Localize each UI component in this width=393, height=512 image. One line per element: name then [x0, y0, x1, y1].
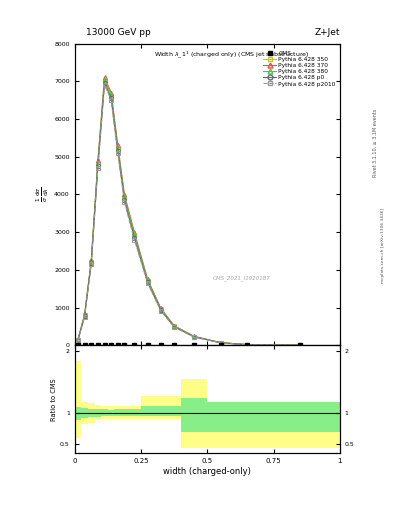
Line: Pythia 6.428 p0: Pythia 6.428 p0: [76, 81, 302, 347]
Pythia 6.428 350: [172, 324, 176, 330]
Pythia 6.428 p0: [298, 342, 303, 348]
Pythia 6.428 370: [145, 276, 150, 283]
Pythia 6.428 p0: [245, 342, 250, 348]
Pythia 6.428 p0: [116, 148, 120, 154]
Pythia 6.428 350: [116, 146, 120, 152]
Pythia 6.428 p2010: [132, 237, 137, 243]
Pythia 6.428 380: [145, 278, 150, 284]
Pythia 6.428 p0: [109, 95, 114, 101]
Pythia 6.428 370: [218, 339, 223, 346]
Pythia 6.428 380: [122, 193, 127, 199]
Pythia 6.428 380: [298, 342, 303, 348]
Pythia 6.428 380: [116, 144, 120, 151]
Pythia 6.428 350: [192, 334, 196, 340]
Pythia 6.428 350: [245, 342, 250, 348]
Pythia 6.428 370: [298, 342, 303, 348]
Pythia 6.428 370: [132, 229, 137, 235]
Pythia 6.428 370: [89, 258, 94, 264]
Pythia 6.428 p2010: [192, 334, 196, 340]
Pythia 6.428 p0: [75, 337, 80, 343]
Pythia 6.428 p0: [192, 334, 196, 340]
Pythia 6.428 p2010: [102, 82, 107, 88]
Pythia 6.428 p0: [82, 313, 87, 319]
Line: Pythia 6.428 380: Pythia 6.428 380: [76, 77, 302, 347]
Pythia 6.428 370: [122, 191, 127, 198]
Pythia 6.428 p0: [218, 339, 223, 346]
Pythia 6.428 370: [116, 142, 120, 148]
Pythia 6.428 380: [89, 258, 94, 264]
Pythia 6.428 p2010: [245, 342, 250, 348]
Pythia 6.428 p0: [89, 260, 94, 266]
Pythia 6.428 p0: [95, 163, 100, 169]
Pythia 6.428 350: [75, 336, 80, 343]
Pythia 6.428 p2010: [122, 199, 127, 205]
Pythia 6.428 350: [158, 306, 163, 312]
Pythia 6.428 p0: [145, 279, 150, 285]
Y-axis label: Ratio to CMS: Ratio to CMS: [51, 378, 57, 420]
Text: mcplots.cern.ch [arXiv:1306.3436]: mcplots.cern.ch [arXiv:1306.3436]: [381, 208, 385, 283]
X-axis label: width (charged-only): width (charged-only): [163, 467, 251, 476]
Pythia 6.428 380: [102, 76, 107, 82]
Pythia 6.428 370: [109, 90, 114, 96]
Pythia 6.428 350: [102, 78, 107, 84]
Pythia 6.428 370: [245, 342, 250, 348]
Pythia 6.428 p2010: [89, 261, 94, 267]
Pythia 6.428 380: [95, 159, 100, 165]
Pythia 6.428 350: [95, 161, 100, 167]
Pythia 6.428 380: [158, 306, 163, 312]
Pythia 6.428 370: [82, 311, 87, 317]
Pythia 6.428 380: [82, 312, 87, 318]
Pythia 6.428 380: [218, 339, 223, 346]
Line: Pythia 6.428 370: Pythia 6.428 370: [76, 75, 302, 347]
Pythia 6.428 350: [145, 278, 150, 284]
Pythia 6.428 p2010: [158, 308, 163, 314]
Pythia 6.428 p0: [132, 234, 137, 241]
Pythia 6.428 p2010: [218, 340, 223, 346]
Line: Pythia 6.428 p2010: Pythia 6.428 p2010: [76, 83, 302, 347]
Pythia 6.428 p2010: [75, 337, 80, 344]
Pythia 6.428 350: [132, 233, 137, 239]
Line: Pythia 6.428 350: Pythia 6.428 350: [76, 79, 302, 347]
Pythia 6.428 350: [218, 339, 223, 346]
Pythia 6.428 p0: [172, 324, 176, 330]
Y-axis label: $\frac{1}{\sigma}\,\frac{\mathrm{d}\sigma}{\mathrm{d}\lambda}$: $\frac{1}{\sigma}\,\frac{\mathrm{d}\sigm…: [35, 186, 51, 202]
Pythia 6.428 350: [122, 195, 127, 201]
Pythia 6.428 380: [245, 342, 250, 348]
Pythia 6.428 350: [298, 342, 303, 348]
Pythia 6.428 p0: [158, 307, 163, 313]
Pythia 6.428 p2010: [82, 313, 87, 319]
Text: Rivet 3.1.10, ≥ 3.1M events: Rivet 3.1.10, ≥ 3.1M events: [373, 109, 378, 178]
Pythia 6.428 p0: [122, 197, 127, 203]
Pythia 6.428 p2010: [172, 324, 176, 330]
Pythia 6.428 370: [102, 74, 107, 80]
Pythia 6.428 380: [132, 231, 137, 237]
Pythia 6.428 p0: [102, 80, 107, 86]
Pythia 6.428 350: [82, 312, 87, 318]
Pythia 6.428 370: [158, 305, 163, 311]
Pythia 6.428 380: [172, 323, 176, 329]
Pythia 6.428 370: [192, 333, 196, 339]
Pythia 6.428 p2010: [145, 280, 150, 286]
Text: Width $\lambda\_1^1$ (charged only) (CMS jet substructure): Width $\lambda\_1^1$ (charged only) (CMS…: [154, 50, 310, 60]
Pythia 6.428 p2010: [109, 97, 114, 103]
Pythia 6.428 370: [75, 336, 80, 343]
Text: 13000 GeV pp: 13000 GeV pp: [86, 28, 151, 37]
Legend: CMS, Pythia 6.428 350, Pythia 6.428 370, Pythia 6.428 380, Pythia 6.428 p0, Pyth: CMS, Pythia 6.428 350, Pythia 6.428 370,…: [262, 50, 337, 88]
Pythia 6.428 350: [109, 93, 114, 99]
Pythia 6.428 380: [75, 336, 80, 343]
Pythia 6.428 380: [192, 333, 196, 339]
Pythia 6.428 370: [172, 323, 176, 329]
Pythia 6.428 370: [95, 157, 100, 163]
Pythia 6.428 350: [89, 259, 94, 265]
Pythia 6.428 p2010: [298, 342, 303, 348]
Text: Z+Jet: Z+Jet: [314, 28, 340, 37]
Pythia 6.428 p2010: [95, 165, 100, 171]
Text: CMS_2021_I1920187: CMS_2021_I1920187: [213, 275, 270, 281]
Pythia 6.428 380: [109, 91, 114, 97]
Pythia 6.428 p2010: [116, 150, 120, 156]
